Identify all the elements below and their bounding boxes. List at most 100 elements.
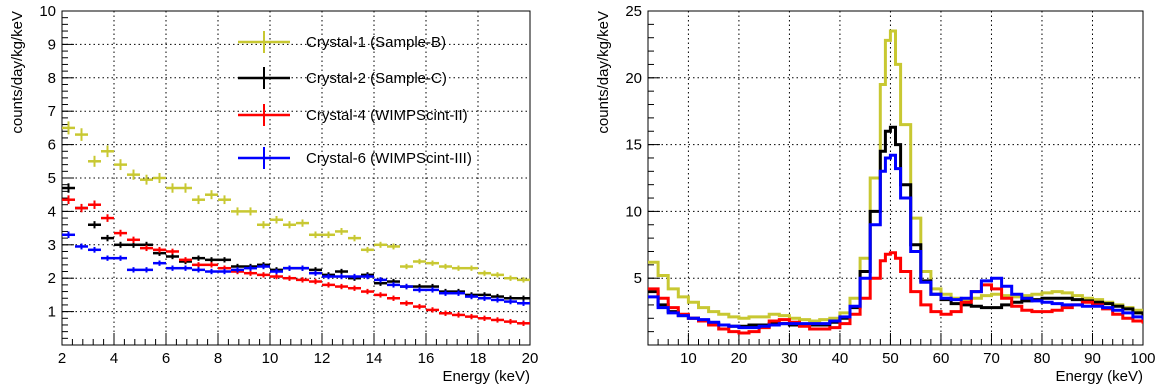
y-axis-label: counts/day/kg/keV <box>9 11 26 134</box>
data-point <box>166 265 179 271</box>
data-point <box>192 262 205 268</box>
series-3-histogram <box>648 251 1143 335</box>
data-point <box>270 273 283 280</box>
data-point <box>88 246 101 253</box>
data-point <box>491 297 504 303</box>
data-point <box>517 295 530 301</box>
x-tick-label: 10 <box>680 350 697 367</box>
data-point <box>387 243 400 250</box>
data-point <box>62 183 75 193</box>
data-point <box>296 219 309 227</box>
x-tick-label: 18 <box>470 350 487 367</box>
legend-entry: Crystal-4 (WIMPScint-II) <box>238 104 468 126</box>
data-point <box>400 283 413 290</box>
x-tick-label: 90 <box>1084 350 1101 367</box>
data-point <box>322 273 335 280</box>
data-point <box>114 255 127 261</box>
y-tick-label: 2 <box>48 270 56 287</box>
data-point <box>88 155 101 167</box>
y-tick-label: 5 <box>634 270 642 287</box>
y-tick-label: 3 <box>48 237 56 254</box>
data-point <box>283 221 296 229</box>
x-tick-label: 14 <box>366 350 383 367</box>
data-point <box>101 145 114 158</box>
y-tick-label: 6 <box>48 137 56 154</box>
data-point <box>361 288 374 295</box>
data-point <box>114 241 127 248</box>
x-tick-label: 80 <box>1034 350 1051 367</box>
data-point <box>75 203 88 213</box>
data-point <box>101 214 114 222</box>
data-point <box>140 245 153 252</box>
legend-label: Crystal-2 (Sample-C) <box>306 70 447 87</box>
x-tick-label: 20 <box>731 350 748 367</box>
data-point <box>192 195 205 205</box>
data-point <box>153 260 166 266</box>
data-point <box>322 282 335 288</box>
data-point <box>517 300 530 306</box>
data-point <box>452 290 465 296</box>
x-tick-label: 16 <box>418 350 435 367</box>
plot-frame <box>61 10 531 346</box>
data-point <box>361 273 374 280</box>
legend: Crystal-1 (Sample-B) Crystal-2 (Sample-C)… <box>238 31 472 169</box>
data-point <box>179 183 192 193</box>
data-point <box>413 258 426 265</box>
data-point <box>465 265 478 271</box>
data-point <box>257 221 270 229</box>
data-point <box>75 128 88 141</box>
y-tick-label: 20 <box>625 70 642 87</box>
data-point <box>244 265 257 271</box>
series-4 <box>62 231 530 306</box>
data-point <box>491 317 504 323</box>
x-tick-label: 4 <box>110 350 118 367</box>
data-point <box>504 298 517 305</box>
data-point <box>231 207 244 216</box>
data-point <box>478 270 491 276</box>
data-point <box>491 272 504 278</box>
data-point <box>179 265 192 271</box>
data-point <box>283 275 296 281</box>
x-tick-label: 50 <box>882 350 899 367</box>
x-tick-label: 12 <box>314 350 331 367</box>
x-tick-label: 10 <box>262 350 279 367</box>
x-tick-label: 2 <box>58 350 66 367</box>
data-point <box>374 277 387 283</box>
data-point <box>439 310 452 316</box>
data-point <box>179 257 192 263</box>
data-point <box>101 255 114 261</box>
data-point <box>205 190 218 200</box>
data-point <box>62 195 75 205</box>
legend-entry: Crystal-2 (Sample-C) <box>238 67 447 89</box>
data-point <box>348 273 361 280</box>
data-point <box>205 268 218 275</box>
series-1-histogram <box>648 29 1143 323</box>
data-point <box>231 267 244 273</box>
data-point <box>322 231 335 239</box>
data-point <box>309 270 322 276</box>
data-point <box>75 243 88 250</box>
data-point <box>335 268 348 275</box>
data-point <box>153 172 166 184</box>
series-3 <box>62 195 530 326</box>
data-point <box>374 241 387 248</box>
data-point <box>257 272 270 278</box>
data-point <box>101 234 114 242</box>
data-point <box>127 236 140 243</box>
x-tick-label: 60 <box>933 350 950 367</box>
data-point <box>62 121 75 135</box>
x-tick-label: 8 <box>214 350 222 367</box>
data-point <box>478 315 491 321</box>
data-point <box>218 257 231 263</box>
data-point <box>127 169 140 180</box>
data-point <box>218 195 231 205</box>
data-point <box>348 285 361 291</box>
y-tick-label: 25 <box>625 3 642 20</box>
data-point <box>426 307 439 313</box>
data-point <box>140 267 153 273</box>
plot-frame <box>647 10 1144 346</box>
data-point <box>335 273 348 280</box>
series-1 <box>62 121 530 283</box>
